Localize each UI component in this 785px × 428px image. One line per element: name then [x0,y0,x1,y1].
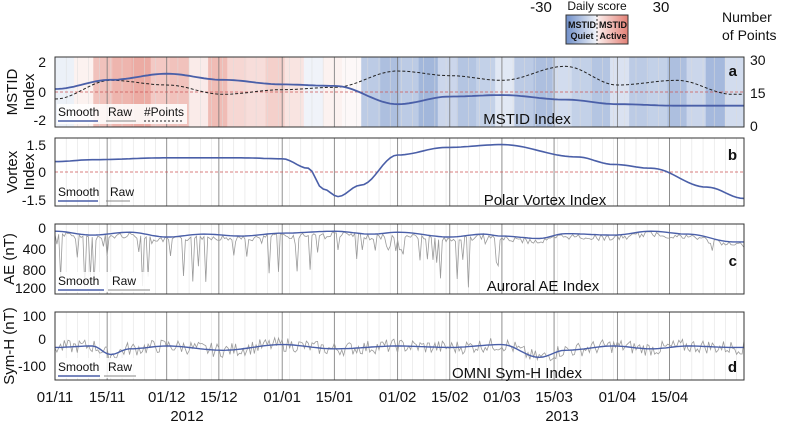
x-tick-label: 15/02 [431,389,469,406]
x-tick-label: 01/02 [379,389,417,406]
panel-d: 100 0 -100 Sym-H (nT) OMNI Sym-H Index d… [1,307,745,385]
colorbar-min-label: -30 [530,0,552,16]
x-tick-label: 15/12 [200,389,238,406]
panel-c-bg [55,224,744,294]
panel-a-ytick-mid: 0 [38,84,46,100]
panel-a-ytick-top: 2 [38,54,46,70]
panel-a-frame [54,56,745,128]
colorbar-quiet-label-1: MSTID [568,20,596,30]
x-tick-label: 01/04 [599,389,637,406]
score-cell [188,57,209,127]
panel-b-ylabel-1: Vortex [4,150,21,193]
panel-a-letter: a [729,63,738,80]
x-tick-label: 15/01 [316,389,354,406]
smooth-series-line [54,230,744,243]
right-axis-title-2: of Points [722,27,776,43]
panel-b-ytick-mid: 0 [38,164,46,180]
smooth-series-line [54,72,744,107]
panel-c-ytick-2: 800 [23,262,47,278]
score-cell [533,57,554,127]
panel-a-legend [57,104,187,124]
smooth-series-line [55,343,744,359]
panel-d-letter: d [728,359,737,376]
x-tick-label: 15/11 [89,389,125,406]
x-tick-label: 01/03 [483,389,521,406]
panel-c-title: Auroral AE Index [487,278,600,295]
score-cell [399,57,420,127]
x-tick-label: 01/11 [37,389,73,406]
score-cell [629,57,649,127]
panel-b-title: Polar Vortex Index [484,192,607,209]
colorbar: Daily score -30 30 MSTID Quiet MSTID Act… [530,0,670,45]
legend-smooth-label: Smooth [58,360,99,374]
panel-b: 1.5 0 -1.5 Vortex Index Polar Vortex Ind… [4,137,745,209]
x-tick-label: 01/01 [263,389,301,406]
panel-c-ytick-0: 0 [38,220,46,236]
year-label-2013: 2013 [545,408,578,425]
panel-d-ytick-bottom: -100 [18,358,46,374]
panel-d-ytick-mid: 0 [38,331,46,347]
legend-points-label: #Points [144,105,184,119]
panel-d-legend [57,358,139,378]
panel-c-ytick-1: 400 [23,241,47,257]
panel-a-y2tick-top: 30 [750,52,766,68]
panel-a-title: MSTID Index [483,111,571,128]
colorbar-max-label: 30 [653,0,670,16]
panel-c-frame [54,223,745,295]
panel-b-ytick-bottom: -1.5 [22,192,46,208]
panel-a-ylabel-1: MSTID [4,69,21,116]
panel-b-frame [54,137,745,207]
legend-raw-label: Raw [112,274,136,288]
panel-a-y2tick-mid: 15 [750,85,766,101]
x-axis: 01/11 15/11 01/12 15/12 01/01 15/01 01/02 15/02… [37,389,689,406]
panel-a: 2 0 -2 30 15 0 MSTID Index MSTID Index a… [4,52,766,134]
points-series-line [54,65,744,100]
colorbar-active-label-1: MSTID [599,20,627,30]
panel-a-ylabel-2: Index [21,73,38,110]
raw-series-line [54,336,745,362]
score-cell [724,57,745,127]
panel-c-letter: c [729,253,737,270]
score-cell [303,57,324,127]
panel-d-ylabel: Sym-H (nT) [1,307,18,385]
colorbar-active-label-2: Active [599,31,626,41]
right-axis-title-1: Number [722,9,772,25]
panel-d-grid [54,312,737,380]
smooth-series-line [55,143,745,200]
raw-series-line [54,231,745,288]
x-tick-label: 15/03 [535,389,573,406]
panel-b-ylabel-2: Index [21,153,38,190]
year-label-2012: 2012 [170,408,203,425]
colorbar-quiet-label-2: Quiet [570,31,593,41]
panel-c-ylabel: AE (nT) [1,233,18,285]
panel-d-title: OMNI Sym-H Index [452,365,583,382]
panel-c: 0 400 800 1200 AE (nT) Auroral AE Index … [1,220,745,296]
panel-c-ytick-3: 1200 [15,280,46,296]
legend-smooth-label: Smooth [58,274,99,288]
panel-a-y2tick-bottom: 0 [750,118,758,134]
x-tick-label: 01/12 [148,389,186,406]
panel-a-ytick-bottom: -2 [34,112,47,128]
panel-b-ytick-top: 1.5 [27,137,47,153]
panel-d-frame [54,311,745,381]
panel-c-legend [57,272,155,292]
panel-b-letter: b [728,147,737,164]
legend-smooth-label: Smooth [58,105,99,119]
legend-raw-label: Raw [108,360,132,374]
x-tick-label: 15/04 [651,389,689,406]
legend-raw-label: Raw [108,105,132,119]
panel-b-bg [55,138,744,206]
legend-smooth-label: Smooth [58,185,99,199]
legend-raw-label: Raw [110,185,134,199]
panel-d-ytick-top: 100 [23,308,47,324]
colorbar-title: Daily score [567,0,627,13]
